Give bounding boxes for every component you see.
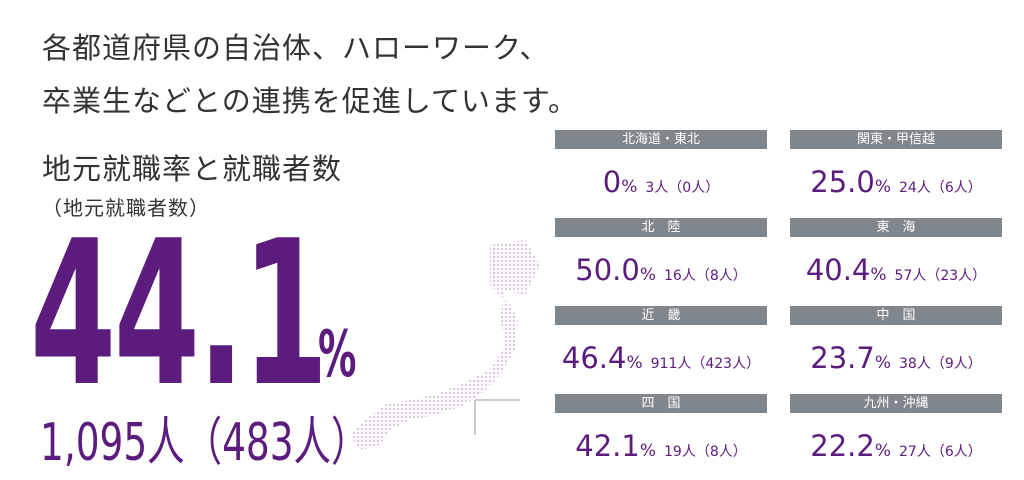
overall-count: 1,095人（483人） [40,413,369,473]
region-name: 東 海 [790,218,1002,237]
japan-map [350,240,540,450]
map-shape [350,240,540,450]
region: 東 海 40.4% 57人（23人） [790,218,1002,287]
region-count: 16人（8人） [664,268,747,284]
region-name: 近 畿 [555,306,767,325]
region: 北海道・東北 0% 3人（0人） [555,130,767,199]
region-values: 42.1% 19人（8人） [555,429,767,463]
region-count: 24人（6人） [899,180,982,196]
region: 四 国 42.1% 19人（8人） [555,394,767,463]
summary-title: 地元就職率と就職者数 [42,152,343,186]
region-name: 九州・沖縄 [790,394,1002,413]
region-count: 19人（8人） [664,444,747,460]
region-rate: 50.0 [575,253,640,287]
region: 関東・甲信越 25.0% 24人（6人） [790,130,1002,199]
region: 中 国 23.7% 38人（9人） [790,306,1002,375]
region-rate: 40.4 [805,253,871,287]
region-values: 22.2% 27人（6人） [790,429,1002,463]
region-rate: 25.0 [810,165,875,199]
region-values: 46.4% 911人（423人） [555,341,767,375]
region-rate: 23.7 [810,341,875,375]
region-count: 57人（23人） [894,268,987,284]
region: 近 畿 46.4% 911人（423人） [555,306,767,375]
region-values: 23.7% 38人（9人） [790,341,1002,375]
heading-line: 卒業生などとの連携を促進しています。 [42,84,578,118]
region-unit: % [874,441,891,461]
region-values: 40.4% 57人（23人） [790,253,1002,287]
region-rate: 42.1 [575,429,640,463]
region-unit: % [874,177,891,197]
region-rate: 0 [602,165,622,199]
region-unit: % [639,265,656,285]
region-unit: % [626,353,643,373]
region-name: 中 国 [790,306,1002,325]
region-count: 911人（423人） [650,356,761,372]
region: 九州・沖縄 22.2% 27人（6人） [790,394,1002,463]
region-name: 北 陸 [555,218,767,237]
region-unit: % [874,353,891,373]
heading-line: 各都道府県の自治体、ハローワーク、 [42,31,550,65]
region-count: 38人（9人） [899,356,982,372]
region-values: 25.0% 24人（6人） [790,165,1002,199]
overall-rate: 44.1 [30,198,329,431]
region-rate: 46.4 [561,341,627,375]
region-count: 3人（0人） [645,180,720,196]
region-unit: % [639,441,656,461]
overall-unit: % [318,318,357,392]
region-unit: % [621,177,638,197]
region-unit: % [870,265,887,285]
region-values: 0% 3人（0人） [555,165,767,199]
region-rate: 22.2 [810,429,875,463]
region: 北 陸 50.0% 16人（8人） [555,218,767,287]
region-name: 四 国 [555,394,767,413]
summary-subtitle: （地元就職者数） [42,196,210,220]
region-values: 50.0% 16人（8人） [555,253,767,287]
region-name: 北海道・東北 [555,130,767,149]
region-name: 関東・甲信越 [790,130,1002,149]
region-count: 27人（6人） [899,444,982,460]
